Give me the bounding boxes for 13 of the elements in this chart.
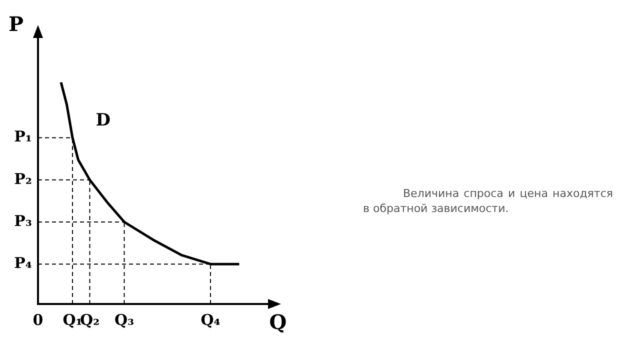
x-tick-label: Q₄ <box>200 310 221 329</box>
text: Величина спроса и цена находятся в обратной зависимости. <box>363 186 613 216</box>
ref-line-label: P₁ <box>14 128 32 146</box>
x-tick-label: Q₃ <box>114 310 134 329</box>
x-tick-label: 0 <box>32 310 44 329</box>
y-axis-title: P <box>8 12 24 36</box>
x-axis-title: Q <box>269 310 287 334</box>
series-label: D <box>96 110 111 131</box>
ref-line-label: P₃ <box>14 212 32 230</box>
ref-line-label: P₂ <box>14 170 32 188</box>
x-tick-label: Q₂ <box>80 310 100 329</box>
ref-line-label: P₄ <box>14 254 32 272</box>
x-tick-label: Q₁ <box>62 310 82 329</box>
